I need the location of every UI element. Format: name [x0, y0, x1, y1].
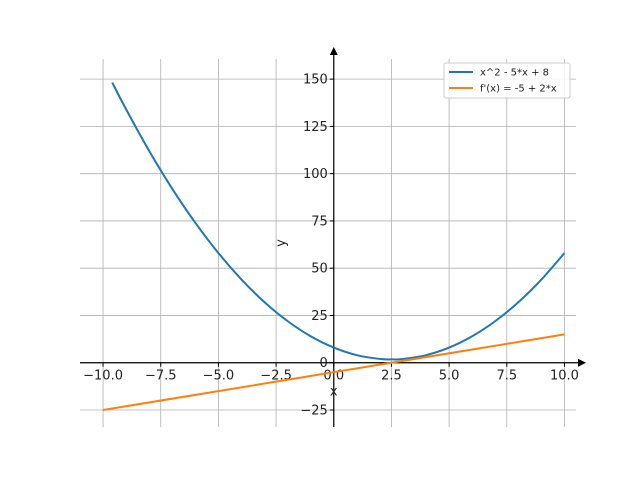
x-tick-label: 10.0 — [550, 369, 579, 384]
y-tick-label: 75 — [311, 214, 328, 229]
legend-frame — [443, 62, 571, 99]
y-tick-label: 100 — [303, 167, 328, 182]
series-line-parabola — [111, 82, 566, 361]
series — [102, 82, 566, 411]
x-tick-label: 7.5 — [496, 369, 517, 384]
y-tick-label: 0 — [319, 356, 327, 371]
legend-label-parabola: x^2 - 5*x + 8 — [480, 68, 549, 79]
x-tick-label: −10.0 — [83, 369, 123, 384]
x-tick-label: −5.0 — [203, 369, 235, 384]
y-axis-label: y — [274, 239, 289, 247]
x-axis-arrow-icon — [578, 358, 586, 367]
x-tick-label: 5.0 — [439, 369, 460, 384]
y-tick-label: 50 — [311, 262, 328, 277]
x-tick-label: −7.5 — [145, 369, 177, 384]
legend-label-derivative: f'(x) = -5 + 2*x — [480, 84, 557, 95]
legend: x^2 - 5*x + 8 f'(x) = -5 + 2*x — [443, 62, 571, 99]
y-tick-label: 25 — [311, 309, 328, 324]
ticks: −10.0 −7.5 −5.0 −2.5 0.0 2.5 5.0 7.5 10.0−250255… — [83, 73, 579, 419]
x-tick-label: 2.5 — [381, 369, 402, 384]
y-axis-arrow-icon — [329, 47, 338, 55]
y-tick-label: −25 — [300, 403, 327, 418]
y-tick-label: 150 — [303, 73, 328, 88]
y-tick-label: 125 — [303, 120, 328, 135]
x-axis-label: x — [330, 385, 338, 400]
series-line-derivative — [102, 333, 565, 411]
